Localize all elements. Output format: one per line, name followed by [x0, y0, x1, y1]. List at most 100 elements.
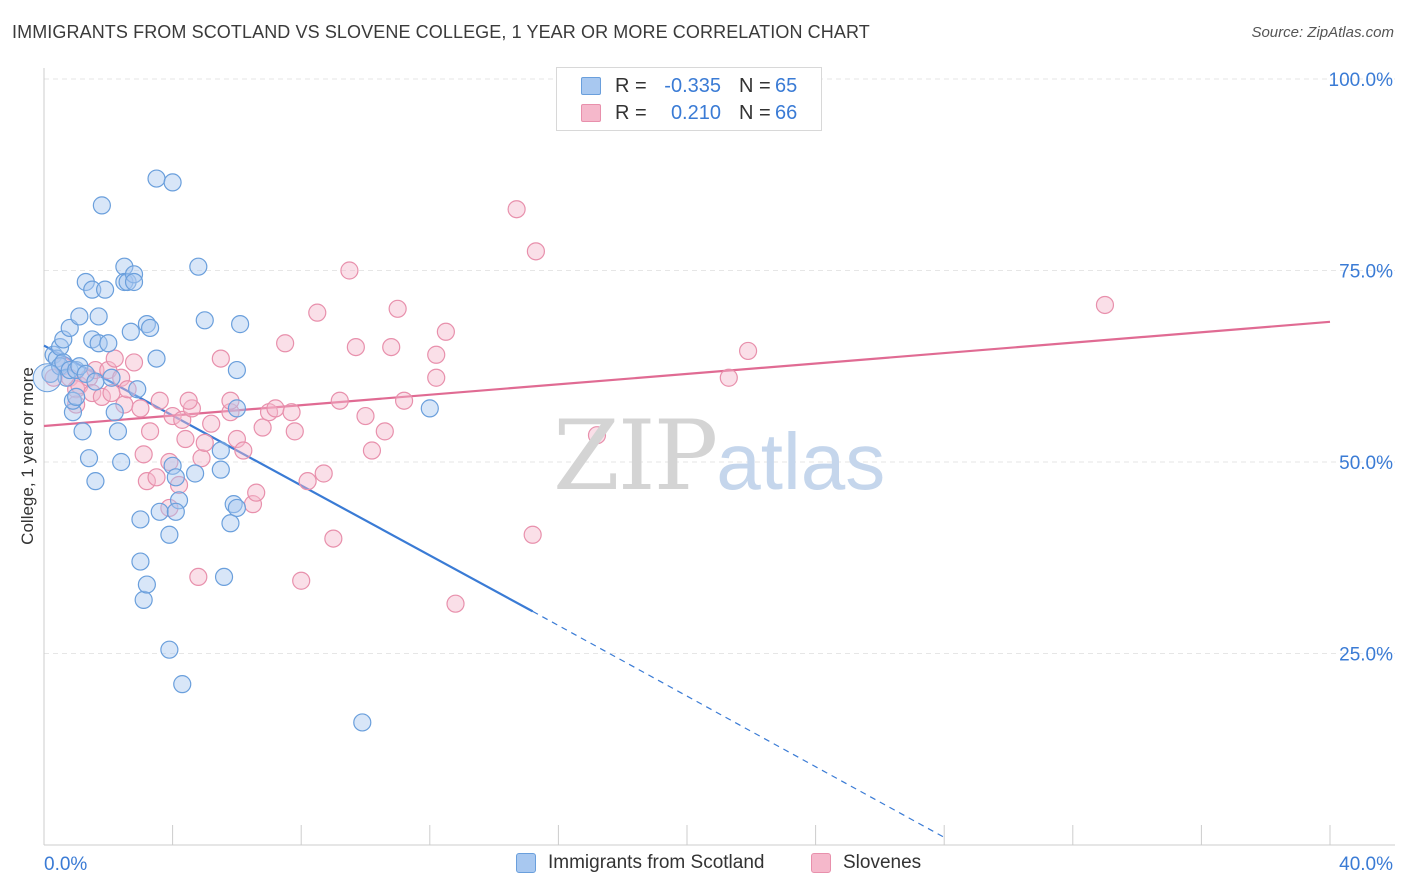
slovenes-point	[308, 303, 327, 322]
scotland-point	[353, 713, 372, 732]
slovenes-point	[176, 429, 195, 449]
scotland-point	[54, 330, 73, 349]
legend-swatch-slovenes	[581, 104, 601, 122]
slovenes-point	[507, 200, 526, 219]
source-label: Source: ZipAtlas.com	[1251, 24, 1394, 41]
gridlines	[44, 78, 1395, 654]
legend-row-scotland: R = -0.335 N = 65	[581, 74, 797, 98]
slovenes-point	[324, 529, 343, 548]
scotland-point	[221, 514, 240, 533]
legend-swatch-slovenes	[811, 853, 831, 873]
trendlines	[43, 320, 1331, 838]
scotland-point	[227, 498, 246, 518]
scotland-point	[79, 449, 99, 468]
slovenes-point	[340, 261, 359, 280]
scotland-point	[211, 441, 230, 460]
slovenes-point	[394, 391, 414, 410]
scotland-point	[131, 552, 150, 571]
slovenes-point	[362, 441, 382, 460]
legend-row-slovenes: R = 0.210 N = 66	[581, 101, 797, 125]
data-points	[32, 169, 1115, 732]
scotland-point	[147, 169, 166, 188]
scotland-point	[131, 510, 150, 529]
slovenes-point	[285, 422, 304, 441]
legend-n-value: 66	[775, 101, 798, 124]
slovenes-point	[314, 464, 333, 483]
slovenes-point	[427, 345, 446, 364]
scotland-point	[99, 334, 118, 353]
slovenes-point	[163, 406, 182, 426]
y-axis-label: College, 1 year or more	[18, 367, 37, 545]
legend-swatch-scotland	[516, 853, 536, 873]
slovenes-point	[330, 391, 349, 410]
slovenes-point	[140, 422, 160, 441]
slovenes-point	[118, 380, 137, 399]
scotland-point	[83, 280, 102, 299]
slovenes-point	[1095, 295, 1115, 315]
scotland-point	[211, 460, 230, 479]
slovenes-point	[719, 368, 738, 387]
scotland-point	[121, 322, 140, 341]
scotland-point	[147, 349, 166, 368]
scotland-point	[108, 422, 128, 441]
scotland-point	[32, 363, 62, 393]
legend-item-slovenes[interactable]: Slovenes	[811, 852, 921, 874]
scotland-point	[67, 387, 86, 406]
slovenes-point	[234, 441, 253, 460]
y-tick-label: 75.0%	[1339, 262, 1393, 283]
slovenes-point	[227, 429, 246, 449]
scotland-point	[227, 399, 246, 418]
correlation-legend: R = -0.335 N = 65 R = 0.210 N = 66	[556, 67, 822, 131]
slovenes-point	[276, 334, 295, 353]
legend-n-label: N =	[739, 74, 771, 97]
legend-n-value: 65	[775, 74, 798, 97]
slovenes-point	[298, 472, 317, 491]
scotland-point	[76, 364, 95, 384]
slovenes-point	[189, 567, 208, 587]
slovenes-point	[147, 468, 166, 487]
legend-n-label: N =	[739, 101, 771, 124]
scotland-point	[86, 472, 105, 491]
slovenes-point	[346, 338, 365, 357]
scotland-point	[115, 257, 134, 276]
scotland-point	[420, 399, 439, 418]
scotland-point	[105, 403, 124, 422]
slovenes-point	[137, 472, 156, 491]
legend-label-scotland: Immigrants from Scotland	[548, 852, 765, 873]
slovenes-point	[150, 391, 169, 410]
scotland-point	[89, 307, 108, 326]
axes	[43, 68, 1395, 846]
slovenes-point	[587, 426, 607, 445]
scotland-point	[163, 173, 182, 192]
scotland-point	[186, 464, 205, 483]
scotland-point	[150, 502, 169, 521]
slovenes-point	[375, 422, 394, 441]
watermark-zip: ZIP	[553, 400, 718, 512]
slovenes-point	[131, 399, 150, 418]
slovenes-point	[427, 368, 446, 387]
scotland-point	[128, 380, 147, 399]
scotland-point	[173, 675, 192, 694]
slovenes-point	[247, 483, 266, 502]
slovenes-point	[382, 338, 401, 357]
legend-swatch-scotland	[581, 77, 601, 95]
scotland-point	[160, 640, 179, 659]
slovenes-point	[388, 299, 407, 318]
scotland-point	[160, 525, 179, 544]
slovenes-point	[738, 341, 758, 361]
slovenes-point	[292, 571, 311, 590]
scotland-point	[166, 468, 185, 487]
slovenes-point	[282, 403, 301, 422]
tick-labels: 100.0% 75.0% 50.0% 25.0% 0.0% 40.0%	[44, 70, 1393, 875]
scotland-point	[166, 502, 185, 521]
scotland-point	[140, 318, 160, 338]
scotland-point	[137, 575, 156, 594]
scotland-point	[95, 280, 115, 299]
y-tick-label: 25.0%	[1339, 645, 1393, 666]
slovenes-point	[195, 433, 214, 452]
slovenes-point	[112, 368, 131, 387]
series-legend: Immigrants from Scotland Slovenes	[0, 852, 1406, 878]
legend-item-scotland[interactable]: Immigrants from Scotland	[516, 852, 764, 874]
slovenes-point	[446, 594, 465, 613]
slovenes-point	[266, 399, 285, 418]
